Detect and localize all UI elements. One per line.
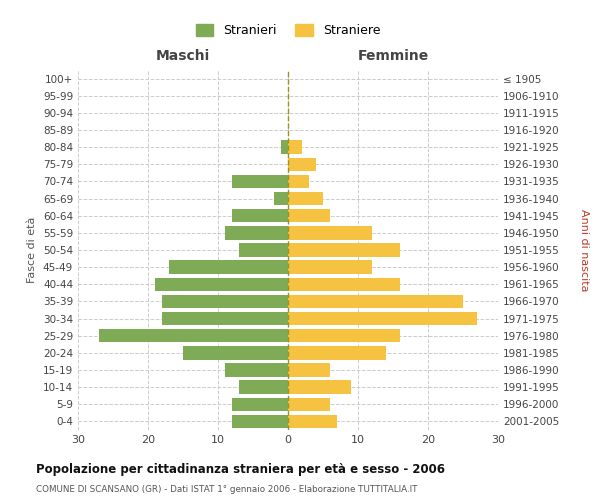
Y-axis label: Anni di nascita: Anni di nascita xyxy=(579,209,589,291)
Bar xyxy=(288,209,330,222)
Bar xyxy=(288,380,351,394)
Bar xyxy=(169,260,288,274)
Bar xyxy=(288,158,316,171)
Bar xyxy=(288,364,330,376)
Text: Femmine: Femmine xyxy=(358,49,428,63)
Bar xyxy=(232,174,288,188)
Text: Maschi: Maschi xyxy=(156,49,210,63)
Y-axis label: Fasce di età: Fasce di età xyxy=(28,217,37,283)
Bar xyxy=(288,278,400,291)
Bar xyxy=(288,174,309,188)
Bar xyxy=(232,209,288,222)
Bar xyxy=(288,398,330,411)
Bar xyxy=(288,329,400,342)
Bar xyxy=(232,398,288,411)
Bar xyxy=(288,294,463,308)
Bar xyxy=(288,260,372,274)
Bar xyxy=(288,192,323,205)
Bar xyxy=(288,140,302,154)
Bar xyxy=(99,329,288,342)
Bar xyxy=(162,312,288,326)
Bar xyxy=(288,414,337,428)
Bar xyxy=(288,244,400,256)
Bar xyxy=(274,192,288,205)
Bar xyxy=(288,346,386,360)
Text: COMUNE DI SCANSANO (GR) - Dati ISTAT 1° gennaio 2006 - Elaborazione TUTTITALIA.I: COMUNE DI SCANSANO (GR) - Dati ISTAT 1° … xyxy=(36,485,418,494)
Bar xyxy=(288,226,372,239)
Bar xyxy=(239,380,288,394)
Bar xyxy=(162,294,288,308)
Text: Popolazione per cittadinanza straniera per età e sesso - 2006: Popolazione per cittadinanza straniera p… xyxy=(36,462,445,475)
Bar xyxy=(225,364,288,376)
Bar xyxy=(155,278,288,291)
Bar xyxy=(232,414,288,428)
Bar xyxy=(225,226,288,239)
Bar xyxy=(281,140,288,154)
Bar xyxy=(183,346,288,360)
Bar xyxy=(239,244,288,256)
Legend: Stranieri, Straniere: Stranieri, Straniere xyxy=(191,18,385,42)
Bar xyxy=(288,312,477,326)
